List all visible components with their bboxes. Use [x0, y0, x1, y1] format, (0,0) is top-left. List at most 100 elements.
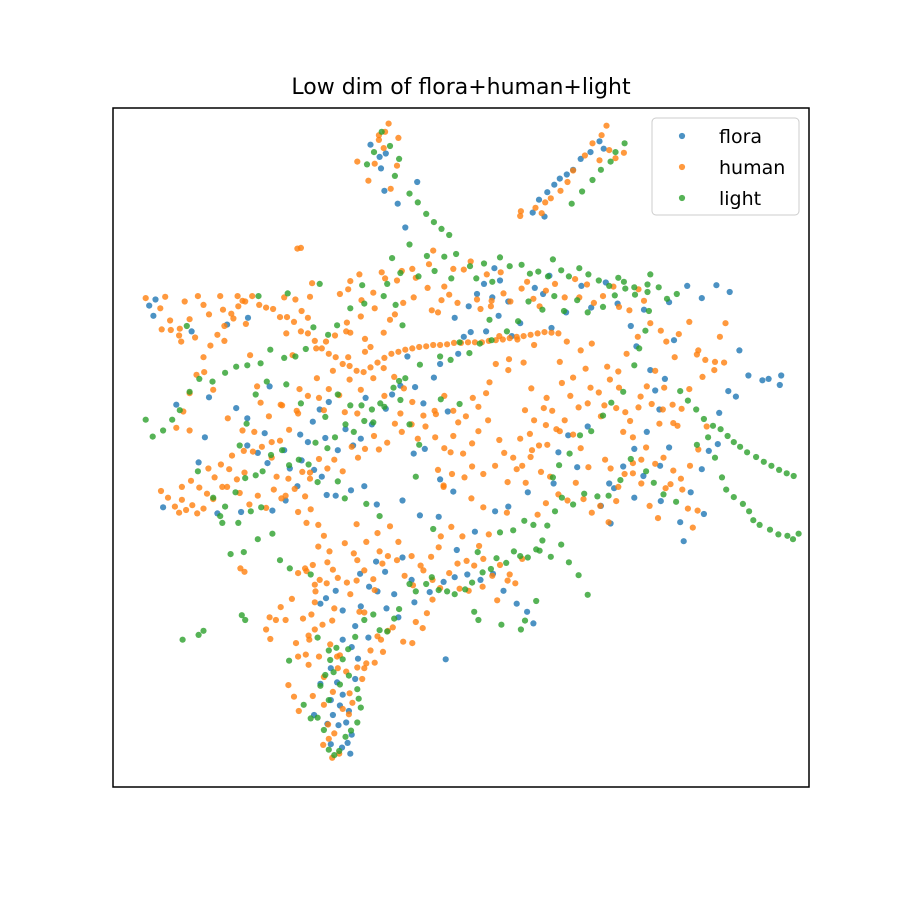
- point-human-426: [622, 409, 629, 416]
- point-human-134: [194, 510, 201, 517]
- point-flora-87: [657, 462, 664, 469]
- point-light-275: [396, 155, 403, 162]
- point-human-249: [570, 167, 577, 174]
- point-human-465: [460, 450, 467, 457]
- point-human-220: [620, 428, 627, 435]
- point-light-234: [222, 369, 229, 376]
- point-light-189: [474, 549, 481, 556]
- point-light-87: [503, 328, 510, 335]
- point-human-47: [473, 296, 481, 303]
- point-flora-190: [344, 739, 351, 747]
- point-light-170: [325, 697, 332, 704]
- point-light-188: [430, 525, 437, 533]
- point-human-126: [270, 486, 277, 493]
- point-human-473: [380, 365, 387, 372]
- point-flora-41: [451, 314, 458, 321]
- point-human-392: [272, 616, 279, 624]
- point-human-479: [315, 394, 323, 401]
- point-human-173: [306, 469, 314, 476]
- point-light-117: [617, 477, 624, 484]
- point-human-327: [315, 653, 323, 660]
- point-human-186: [504, 479, 511, 486]
- point-human-320: [277, 604, 284, 611]
- point-light-25: [544, 273, 552, 280]
- point-light-228: [292, 353, 299, 360]
- point-human-22: [309, 280, 316, 287]
- point-human-152: [322, 338, 330, 345]
- point-human-269: [315, 521, 322, 529]
- point-light-48: [402, 375, 409, 382]
- point-human-253: [606, 147, 613, 154]
- point-human-457: [527, 453, 534, 461]
- point-human-166: [239, 427, 246, 434]
- point-flora-152: [544, 189, 551, 196]
- point-human-508: [235, 303, 242, 310]
- point-light-71: [236, 442, 243, 449]
- point-human-164: [201, 369, 208, 376]
- point-light-120: [650, 479, 657, 486]
- point-flora-28: [362, 394, 369, 401]
- point-light-144: [391, 615, 398, 622]
- point-light-169: [300, 701, 307, 708]
- point-flora-102: [574, 464, 581, 471]
- point-human-30: [367, 343, 374, 351]
- point-light-239: [169, 416, 176, 423]
- point-light-197: [565, 559, 573, 566]
- point-human-90: [543, 394, 550, 401]
- point-light-143: [396, 606, 403, 613]
- point-light-135: [462, 586, 469, 593]
- point-human-547: [506, 335, 513, 342]
- point-human-533: [409, 345, 416, 352]
- point-human-336: [367, 647, 374, 654]
- point-human-147: [313, 375, 320, 382]
- point-light-261: [709, 422, 717, 429]
- point-human-135: [183, 506, 190, 514]
- point-light-287: [589, 176, 596, 184]
- point-human-478: [325, 386, 332, 393]
- point-light-104: [620, 388, 627, 395]
- point-human-231: [531, 417, 538, 424]
- point-human-244: [393, 162, 401, 169]
- legend-marker-light: [678, 194, 686, 202]
- point-light-6: [384, 280, 391, 287]
- point-flora-35: [410, 450, 417, 457]
- point-human-451: [577, 445, 584, 452]
- point-flora-119: [269, 507, 276, 514]
- point-light-168: [307, 715, 314, 722]
- point-human-438: [703, 423, 710, 430]
- point-light-1: [183, 322, 190, 330]
- point-light-44: [456, 339, 463, 346]
- point-human-490: [219, 483, 226, 490]
- point-human-418: [521, 407, 529, 414]
- point-light-172: [330, 669, 337, 676]
- point-human-93: [531, 341, 538, 349]
- point-light-286: [579, 188, 586, 195]
- point-human-447: [615, 483, 622, 490]
- point-human-412: [430, 247, 437, 254]
- point-flora-127: [201, 434, 208, 441]
- point-flora-131: [732, 393, 740, 400]
- point-human-109: [398, 428, 405, 435]
- point-human-408: [378, 269, 385, 276]
- point-human-181: [448, 470, 456, 478]
- point-human-471: [400, 385, 407, 392]
- point-human-539: [450, 339, 458, 346]
- point-flora-94: [714, 441, 721, 448]
- point-flora-188: [327, 741, 334, 748]
- point-flora-10: [261, 430, 268, 437]
- point-flora-36: [421, 445, 428, 452]
- point-light-21: [506, 263, 513, 270]
- point-human-374: [429, 596, 436, 603]
- point-human-0: [142, 295, 149, 302]
- point-human-318: [299, 615, 307, 622]
- point-light-110: [556, 462, 563, 469]
- point-flora-91: [687, 489, 694, 496]
- point-human-203: [646, 502, 653, 509]
- point-human-472: [391, 373, 398, 380]
- point-human-163: [224, 415, 231, 422]
- point-light-118: [627, 455, 634, 463]
- point-human-475: [357, 386, 364, 393]
- point-light-84: [406, 421, 413, 428]
- point-human-77: [702, 356, 709, 363]
